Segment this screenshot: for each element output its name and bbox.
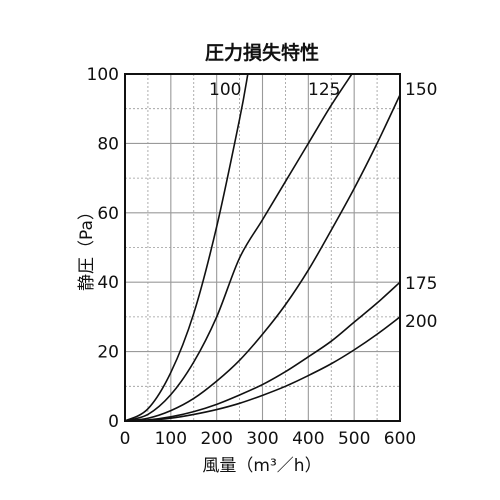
series-line-150	[124, 94, 401, 422]
x-tick-label: 0	[120, 429, 131, 449]
x-tick-label: 300	[246, 429, 278, 449]
series-label-125: 125	[308, 80, 340, 100]
y-tick-label: 20	[97, 343, 119, 363]
y-tick-labels: 0 20 40 60 80 100	[87, 65, 119, 432]
series-label-200: 200	[405, 312, 437, 332]
series-labels: 100 125 150 175 200	[209, 80, 437, 332]
series-line-125	[124, 73, 353, 422]
series-lines	[124, 73, 401, 422]
x-axis-title: 風量（m³／h）	[202, 456, 321, 476]
y-axis-title: 静圧（Pa）	[77, 203, 97, 291]
x-tick-labels: 0 100 200 300 400 500 600	[120, 429, 417, 449]
series-line-200	[124, 316, 401, 422]
x-tick-label: 500	[338, 429, 370, 449]
series-label-100: 100	[209, 80, 241, 100]
y-tick-label: 0	[108, 412, 119, 432]
series-label-150: 150	[405, 80, 437, 100]
x-tick-label: 100	[155, 429, 187, 449]
y-tick-label: 80	[97, 134, 119, 154]
plot-frame	[124, 73, 401, 422]
y-tick-label: 100	[87, 65, 119, 85]
series-line-100	[124, 73, 249, 422]
grid-major	[125, 74, 400, 421]
x-tick-label: 600	[384, 429, 416, 449]
x-tick-label: 400	[292, 429, 324, 449]
y-tick-label: 60	[97, 204, 119, 224]
chart-title: 圧力損失特性	[205, 41, 319, 64]
series-label-175: 175	[405, 274, 437, 294]
series-line-175	[124, 281, 401, 422]
x-tick-label: 200	[200, 429, 232, 449]
y-tick-label: 40	[97, 273, 119, 293]
